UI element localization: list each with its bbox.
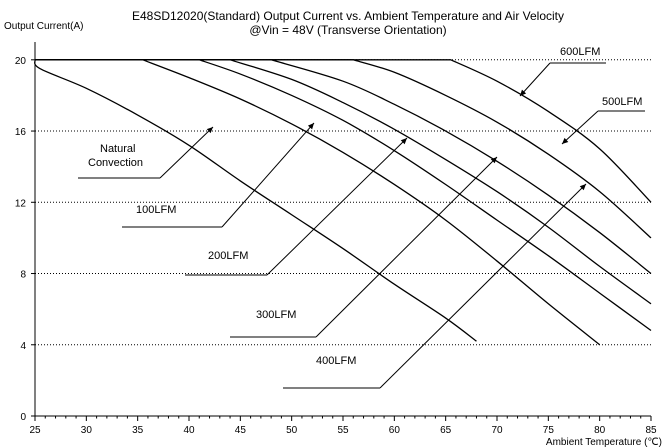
x-tick-label-80: 80 <box>594 425 606 436</box>
chart-title: E48SD12020(Standard) Output Current vs. … <box>132 9 564 23</box>
curve-layer <box>34 59 652 346</box>
series-line-200lfm <box>35 59 652 332</box>
arrowhead-600lfm-diag <box>520 89 527 96</box>
leader-400lfm-diag <box>379 183 587 389</box>
leader-500lfm-diag <box>561 110 599 145</box>
leader-100lfm-diag <box>221 122 315 228</box>
x-tick-label-60: 60 <box>389 425 401 436</box>
arrowhead-400lfm-diag <box>579 184 586 191</box>
y-tick-label-0: 0 <box>20 412 26 423</box>
label-600lfm: 600LFM <box>560 46 600 58</box>
leader-200lfm-diag <box>266 137 408 276</box>
annotation-layer: Natural Convection 100LFM 200LFM 300LFM … <box>78 46 645 389</box>
leader-600lfm-diag <box>519 62 551 97</box>
x-tick-label-30: 30 <box>81 425 93 436</box>
x-tick-label-25: 25 <box>29 425 41 436</box>
x-tick-label-45: 45 <box>235 425 247 436</box>
chart-subtitle: @Vin = 48V (Transverse Orientation) <box>249 23 446 37</box>
x-tick-label-40: 40 <box>183 425 195 436</box>
x-tick-label-65: 65 <box>440 425 452 436</box>
series-line-300lfm <box>35 59 652 305</box>
label-natural-convection-line2: Convection <box>88 157 143 169</box>
label-400lfm: 400LFM <box>316 355 356 367</box>
series-line-natural-convection <box>34 59 477 342</box>
tick-layer: 0 4 8 12 16 20 25 30 35 40 45 50 55 60 65 70 75 80 85 <box>15 56 657 436</box>
x-tick-label-75: 75 <box>543 425 555 436</box>
leader-natural-convection-diag <box>159 126 214 179</box>
label-300lfm: 300LFM <box>256 309 296 321</box>
leader-300lfm-diag <box>315 156 498 338</box>
x-tick-label-70: 70 <box>491 425 503 436</box>
y-tick-label-8: 8 <box>20 270 26 281</box>
arrowhead-100lfm-diag <box>307 123 314 130</box>
series-line-100lfm <box>35 59 601 346</box>
series-line-600lfm <box>35 59 652 203</box>
arrowhead-200lfm-diag <box>400 138 407 145</box>
y-tick-label-4: 4 <box>20 341 26 352</box>
label-500lfm: 500LFM <box>602 96 642 108</box>
x-tick-label-35: 35 <box>132 425 144 436</box>
x-tick-label-55: 55 <box>337 425 349 436</box>
label-natural-convection-line1: Natural <box>100 143 135 155</box>
x-tick-label-50: 50 <box>286 425 298 436</box>
arrowhead-500lfm-diag <box>562 137 569 144</box>
x-tick-label-85: 85 <box>645 425 657 436</box>
label-200lfm: 200LFM <box>208 250 248 262</box>
arrowhead-natural-convection-diag <box>206 127 213 134</box>
series-line-400lfm <box>35 59 652 275</box>
y-tick-label-16: 16 <box>15 127 27 138</box>
label-100lfm: 100LFM <box>136 204 176 216</box>
arrowhead-300lfm-diag <box>490 157 497 164</box>
y-tick-label-20: 20 <box>15 56 27 67</box>
series-line-500lfm <box>35 59 652 239</box>
y-tick-label-12: 12 <box>15 198 27 209</box>
grid-layer <box>35 59 651 346</box>
x-axis-label: Ambient Temperature (℃) <box>546 437 662 448</box>
y-axis-label: Output Current(A) <box>4 21 83 32</box>
